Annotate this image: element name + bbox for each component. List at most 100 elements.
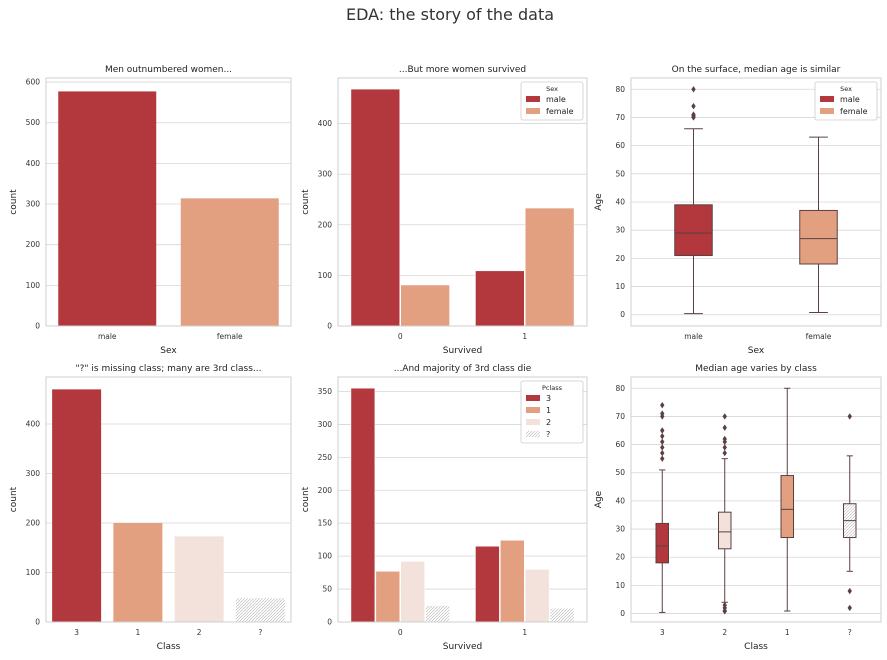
x-tick-label: 3 [660, 628, 665, 637]
x-axis-label: Class [744, 642, 768, 652]
x-tick-label: 2 [722, 628, 727, 637]
plot-frame [45, 77, 292, 327]
bar-male-0 [350, 88, 401, 327]
box-2 [718, 511, 732, 550]
bar-1-0 [375, 571, 401, 623]
box-1 [780, 475, 794, 539]
outlier-point [660, 427, 665, 434]
y-tick-label: 50 [615, 169, 625, 178]
y-tick-label: 300 [26, 200, 41, 209]
legend-label: 2 [546, 418, 551, 427]
legend-swatch [526, 407, 540, 413]
outlier-point [722, 424, 727, 431]
chart-panel-4: 0 100 200 300 400 3 1 2 ? "?" is missing class; m… [9, 364, 292, 652]
bar-3 [52, 389, 102, 622]
panel-title: Men outnumbered women... [105, 65, 232, 75]
y-tick-label: 30 [615, 525, 625, 534]
bar-1-1 [500, 540, 525, 623]
y-tick-label: 100 [318, 552, 333, 561]
x-tick-label: 1 [135, 628, 140, 637]
outlier-point [722, 449, 727, 457]
x-tick-label: 3 [74, 628, 79, 637]
legend-title: Pclass [542, 384, 563, 392]
chart-panel-6: 0 10 20 30 40 50 60 70 80 3 2 1 ? Median age varies b… [594, 364, 882, 652]
box-male [674, 204, 713, 257]
y-tick-label: 150 [318, 519, 333, 528]
legend-label: 1 [546, 406, 551, 415]
y-tick-label: 100 [26, 568, 41, 577]
y-tick-label: 50 [322, 585, 332, 594]
y-axis-label: count [301, 189, 311, 215]
outlier-point [660, 449, 665, 457]
y-tick-label: 80 [615, 85, 625, 94]
chart-panel-1: 0 100 200 300 400 500 600 male female Men outnumb… [9, 65, 292, 356]
x-tick-label: 2 [197, 628, 202, 637]
outlier-point [660, 401, 665, 409]
bar-male [58, 91, 157, 326]
legend-swatch [526, 96, 540, 102]
legend-swatch [526, 395, 540, 401]
legend-label: female [546, 107, 574, 116]
x-axis-label: Class [157, 642, 181, 652]
chart-panel-3: 0 10 20 30 40 50 60 70 80 male female On the surfac… [594, 65, 882, 356]
y-tick-label: 100 [26, 281, 41, 290]
bar-female-0 [400, 284, 450, 327]
x-tick-label: ? [258, 628, 262, 637]
figure-title: EDA: the story of the data [346, 5, 554, 24]
y-tick-label: 400 [26, 420, 41, 429]
legend-title: Sex [546, 85, 558, 93]
legend-swatch [526, 108, 540, 114]
panel-title: "?" is missing class; many are 3rd class… [76, 364, 262, 374]
outlier-point [660, 438, 665, 445]
bar-1 [113, 523, 163, 622]
y-tick-label: 10 [615, 282, 625, 291]
y-tick-label: 40 [615, 496, 625, 505]
y-tick-label: 600 [26, 78, 41, 87]
y-tick-label: 0 [35, 322, 40, 331]
outlier-point [660, 455, 665, 462]
y-tick-label: 100 [318, 271, 333, 280]
bar-? [235, 598, 285, 622]
x-axis-label: Survived [443, 346, 483, 356]
legend: Sex male female [520, 81, 584, 121]
y-tick-label: 70 [615, 412, 625, 421]
bar-3-1 [475, 546, 500, 623]
y-tick-label: 200 [26, 519, 41, 528]
x-axis-label: Survived [443, 642, 483, 652]
y-tick-label: 70 [615, 113, 625, 122]
y-tick-label: 50 [615, 468, 625, 477]
outlier-point [847, 604, 852, 612]
y-tick-label: 0 [620, 310, 625, 319]
x-axis-label: Sex [748, 346, 765, 356]
plot-frame [630, 376, 882, 623]
bar-female [180, 198, 279, 326]
legend-label: female [840, 107, 868, 116]
legend: Pclass 3 1 2? [520, 380, 584, 444]
outlier-point [691, 86, 696, 93]
y-tick-label: 10 [615, 581, 625, 590]
y-axis-label: Age [594, 490, 604, 508]
legend-swatch [526, 419, 540, 425]
legend-label: male [840, 95, 860, 104]
bar-?-1 [549, 607, 575, 623]
y-tick-label: 0 [327, 618, 332, 627]
y-axis-label: count [9, 189, 19, 215]
chart-panel-5: 0 50 100 150 200 250 300 350 0 1 ...And majority o… [301, 364, 588, 652]
y-tick-label: 400 [318, 119, 333, 128]
x-axis-label: Sex [160, 346, 177, 356]
outlier-point [691, 111, 696, 118]
y-tick-label: 0 [327, 322, 332, 331]
y-tick-label: 400 [26, 159, 41, 168]
bar-2-1 [525, 569, 550, 623]
x-tick-label: female [217, 332, 243, 341]
outlier-point [722, 435, 727, 443]
panel-title: On the surface, median age is similar [672, 65, 841, 75]
legend-title: Sex [840, 85, 852, 93]
legend-label: male [546, 95, 566, 104]
outlier-point [722, 413, 727, 420]
x-tick-label: male [684, 332, 703, 341]
y-axis-label: count [9, 486, 19, 512]
outlier-point [722, 444, 727, 451]
plot-frame [630, 77, 882, 327]
